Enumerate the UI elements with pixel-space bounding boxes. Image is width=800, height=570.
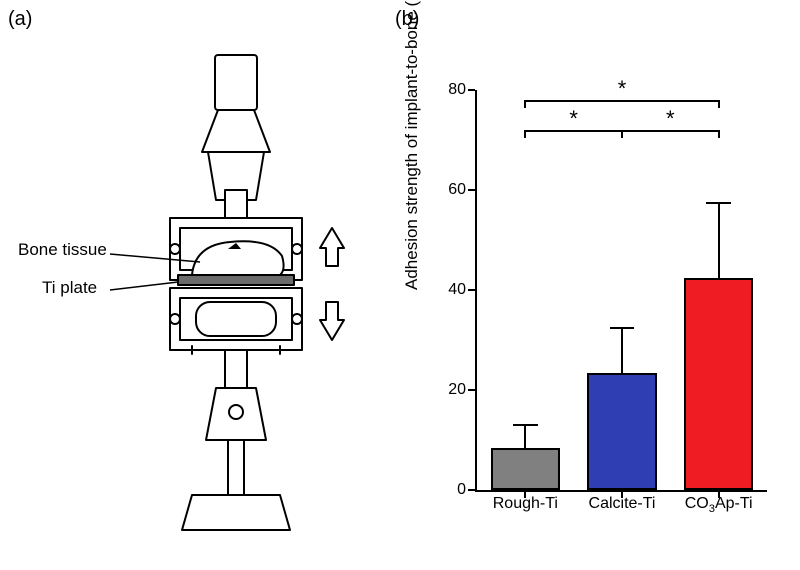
sig-bracket-tick <box>718 130 720 138</box>
sig-star: * <box>666 108 675 130</box>
y-tick-label: 80 <box>432 81 466 99</box>
error-cap <box>706 202 730 204</box>
sig-bracket-tick <box>718 100 720 108</box>
error-stem <box>621 328 623 373</box>
error-cap <box>610 327 634 329</box>
panel-a-label: (a) <box>8 8 32 31</box>
label-ti-plate: Ti plate <box>42 278 97 298</box>
y-tick <box>468 89 475 91</box>
panel-b: Adhesion strength of implant-to-bone (N)… <box>400 30 780 550</box>
x-tick-label: Rough-Ti <box>475 495 575 513</box>
bar-chart: 020406080Rough-TiCalcite-TiCO3Ap-Ti*** <box>475 90 767 492</box>
y-tick <box>468 189 475 191</box>
y-tick <box>468 389 475 391</box>
y-tick-label: 40 <box>432 281 466 299</box>
label-bone-tissue: Bone tissue <box>18 240 107 260</box>
sig-bracket-tick <box>524 100 526 108</box>
y-tick-label: 20 <box>432 381 466 399</box>
y-tick-label: 0 <box>432 481 466 499</box>
x-tick-label: Calcite-Ti <box>572 495 672 513</box>
error-stem <box>524 425 526 448</box>
error-cap <box>513 424 537 426</box>
sig-star: * <box>618 78 627 100</box>
bar <box>684 278 754 491</box>
y-axis-label: Adhesion strength of implant-to-bone (N) <box>402 0 422 290</box>
sig-bracket-tick <box>524 130 526 138</box>
y-tick-label: 60 <box>432 181 466 199</box>
error-stem <box>718 203 720 278</box>
bar <box>491 448 561 491</box>
x-tick-label: CO3Ap-Ti <box>669 495 769 515</box>
sig-bracket-tick <box>621 130 623 138</box>
y-tick <box>468 489 475 491</box>
panel-a: Bone tissue Ti plate <box>20 40 380 540</box>
sig-star: * <box>569 108 578 130</box>
figure-root: (a) (b) <box>0 0 800 570</box>
y-tick <box>468 289 475 291</box>
bar <box>587 373 657 491</box>
